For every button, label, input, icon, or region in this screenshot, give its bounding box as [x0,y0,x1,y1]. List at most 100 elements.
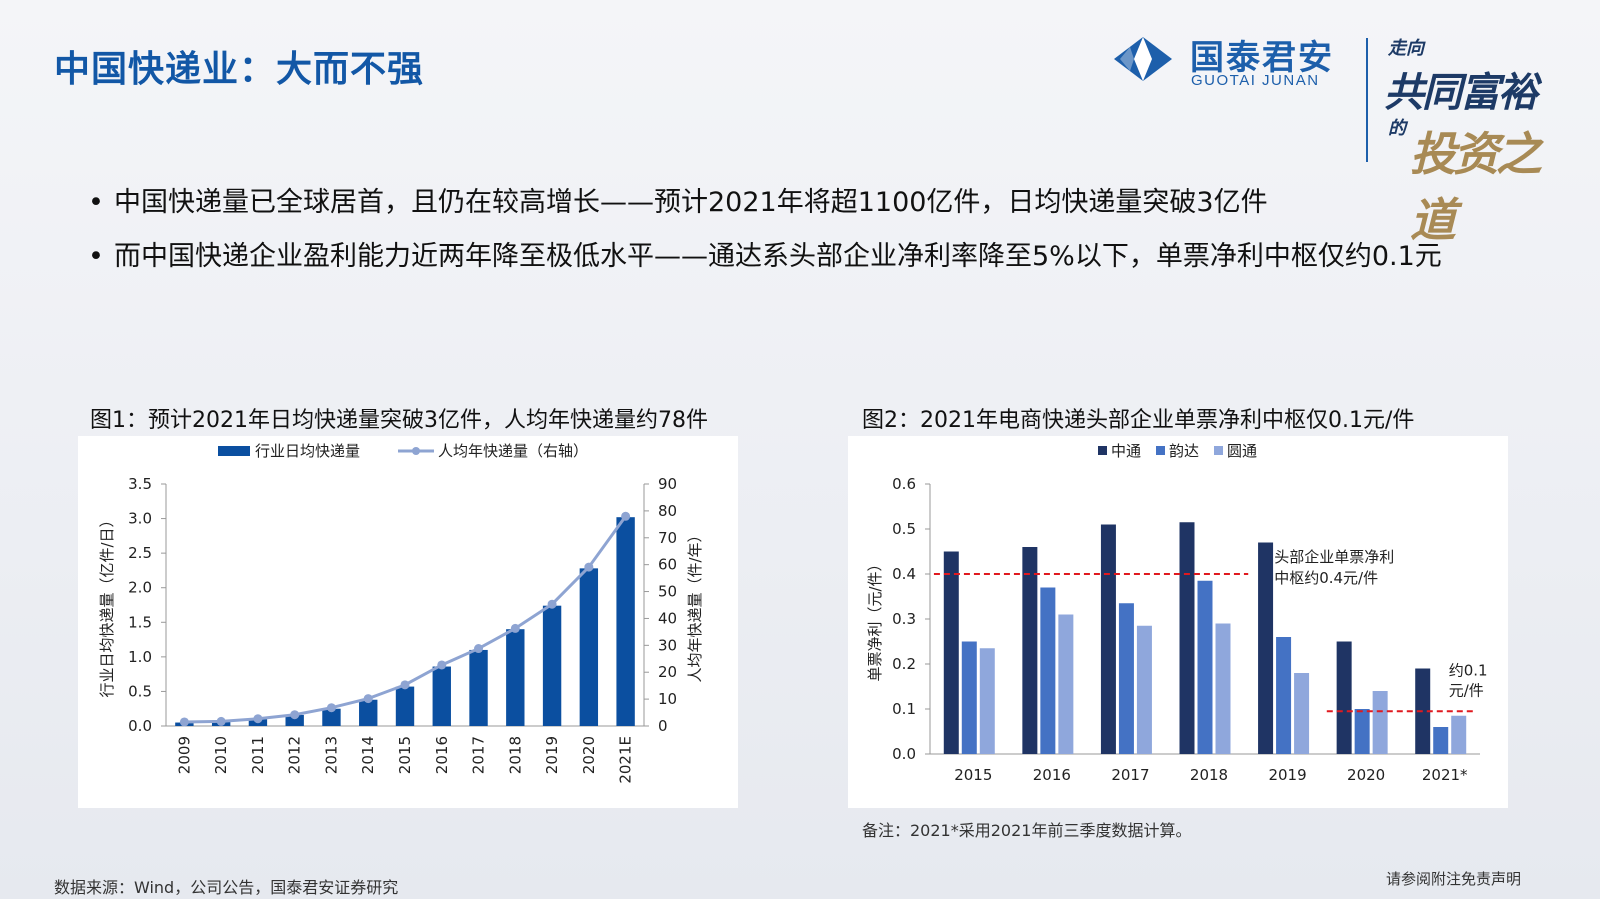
y-axis-title-group: 行业日均快递量（亿件/日） [98,512,116,697]
y2-tick-label: 90 [658,475,677,493]
x-tick-label-group: 2020 [580,736,598,774]
data-source: 数据来源：Wind，公司公告，国泰君安证券研究 [54,878,399,897]
line-point-per-capita [510,623,520,633]
x-tick-label: 2011 [249,736,267,774]
y2-tick-label: 30 [658,636,677,654]
bar-韵达 [1197,580,1213,754]
y2-tick-label: 0 [658,717,668,735]
x-tick-label: 2010 [212,736,230,774]
y2-tick-label: 40 [658,609,677,627]
x-tick-label-group: 2014 [359,736,377,774]
figure1-title: 图1：预计2021年日均快递量突破3亿件，人均年快递量约78件 [90,408,708,433]
line-point-per-capita [437,660,447,670]
page-title: 中国快递业：大而不强 [54,49,425,90]
annotation-recent-line1: 约0.1 [1449,661,1488,679]
bar-daily-volume [285,714,304,726]
company-logo: 国泰君安 GUOTAI JUNAN [1108,32,1348,92]
header-divider [1366,38,1368,162]
y-tick-label: 2.0 [128,579,152,597]
y-tick-label: 0.2 [892,655,916,673]
legend-swatch [1156,446,1165,455]
bar-中通 [1336,641,1352,754]
legend-marker-line [412,447,420,455]
y-axis-title: 单票净利（元/件） [866,556,884,681]
legend-label: 中通 [1111,442,1141,460]
x-tick-label-group: 2019 [543,736,561,774]
bar-圆通 [1451,715,1467,754]
x-tick-label: 2015 [396,736,414,774]
x-tick-label-group: 2017 [470,736,488,774]
legend-label-bar: 行业日均快递量 [255,442,360,460]
y-tick-label: 0.4 [892,565,916,583]
x-tick-label: 2020 [1347,766,1385,784]
y2-tick-label: 50 [658,583,677,601]
bullet-text: 而中国快递企业盈利能力近两年降至极低水平——通达系头部企业净利率降至5%以下，单… [114,241,1442,272]
x-tick-label-group: 2011 [249,736,267,774]
slogan-part-4: 投资之道 [1410,127,1542,247]
logo-english-name: GUOTAI JUNAN [1191,72,1320,89]
disclaimer-link[interactable]: 请参阅附注免责声明 [1386,870,1522,888]
y2-axis-title-group: 人均年快递量（件/年） [686,527,704,682]
y-tick-label: 2.5 [128,544,152,562]
bar-圆通 [1058,614,1074,754]
x-tick-label-group: 2021E [617,736,635,784]
bar-daily-volume [506,629,525,726]
bar-中通 [943,551,959,754]
y-tick-label: 0.5 [892,520,916,538]
bar-daily-volume [542,605,562,726]
legend-swatch [1214,446,1223,455]
y2-tick-label: 20 [658,663,677,681]
y-tick-label: 3.0 [128,510,152,528]
x-tick-label: 2021* [1422,766,1468,784]
bullet-text: 中国快递量已全球居首，且仍在较高增长——预计2021年将超1100亿件，日均快递… [114,187,1268,218]
y2-tick-label: 60 [658,556,677,574]
bar-圆通 [979,648,995,754]
line-point-per-capita [363,694,373,704]
bullet-item: • 中国快递量已全球居首，且仍在较高增长——预计2021年将超1100亿件，日均… [86,176,1586,230]
bar-韵达 [961,641,977,754]
x-tick-label: 2021E [617,736,635,784]
y-tick-label: 0.0 [128,717,152,735]
bar-韵达 [1040,587,1056,754]
figure2-title: 图2：2021年电商快递头部企业单票净利中枢仅0.1元/件 [862,408,1415,433]
bar-韵达 [1276,637,1292,754]
x-tick-label-group: 2016 [433,736,451,774]
legend-label-line: 人均年快递量（右轴） [438,442,588,460]
line-point-per-capita [547,599,557,609]
bullet-item: • 而中国快递企业盈利能力近两年降至极低水平——通达系头部企业净利率降至5%以下… [86,230,1586,284]
y-tick-label: 0.1 [892,700,916,718]
x-tick-label: 2019 [543,736,561,774]
y-tick-label: 0.0 [892,745,916,763]
y-tick-label: 0.5 [128,682,152,700]
x-tick-label: 2012 [286,736,304,774]
line-point-per-capita [216,716,226,726]
bar-中通 [1179,522,1195,754]
bar-圆通 [1294,673,1310,754]
legend-swatch-bar [218,446,250,456]
bar-中通 [1258,542,1274,754]
legend-label: 韵达 [1169,442,1199,460]
x-tick-label: 2016 [433,736,451,774]
y2-tick-label: 70 [658,529,677,547]
x-tick-label-group: 2013 [322,736,340,774]
x-tick-label: 2017 [470,736,488,774]
bar-韵达 [1118,603,1134,754]
bar-daily-volume [616,517,635,726]
logo-chinese-name: 国泰君安 [1190,38,1334,78]
y2-tick-label: 10 [658,690,677,708]
x-tick-label: 2020 [580,736,598,774]
bar-中通 [1100,524,1116,754]
annotation-peak-line2: 中枢约0.4元/件 [1274,569,1378,587]
x-tick-label-group: 2010 [212,736,230,774]
bar-圆通 [1372,691,1388,754]
slogan-part-3: 的 [1388,118,1406,139]
figure1-panel: 行业日均快递量 人均年快递量（右轴） 0.0 0.5 1.0 1.5 2.0 2.5 3.0 3.… [78,436,738,808]
bullet-dot-icon: • [88,241,104,272]
y-tick-label: 0.3 [892,610,916,628]
x-tick-label: 2017 [1111,766,1149,784]
y-tick-label: 0.6 [892,475,916,493]
x-tick-label: 2009 [175,736,193,774]
y-axis-title-group: 单票净利（元/件） [866,556,884,681]
x-tick-label-group: 2009 [175,736,193,774]
annotation-peak-line1: 头部企业单票净利 [1274,548,1394,566]
